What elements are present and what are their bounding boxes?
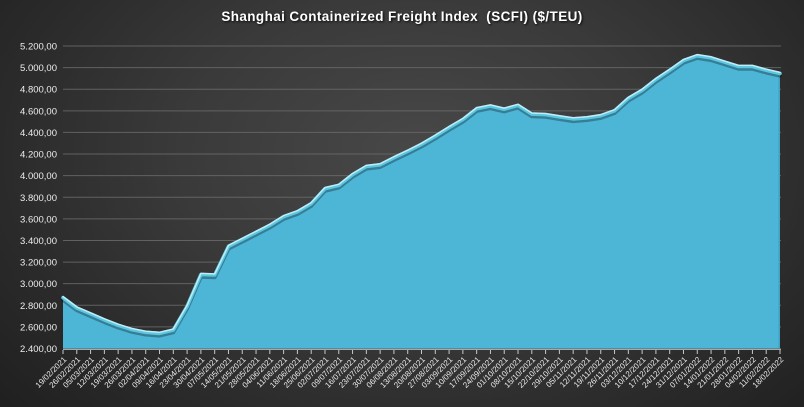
y-axis-tick-label: 3.600,00 — [20, 214, 57, 225]
y-axis-tick-label: 3.000,00 — [20, 279, 57, 290]
y-axis-tick-label: 5.000,00 — [20, 63, 57, 74]
y-axis-tick-label: 2.400,00 — [20, 344, 57, 355]
y-axis-tick-label: 4.200,00 — [20, 150, 57, 161]
area-series — [61, 53, 782, 349]
y-axis-tick-label: 2.600,00 — [20, 322, 57, 333]
y-axis-tick-label: 4.600,00 — [20, 106, 57, 117]
chart-title: Shanghai Containerized Freight Index (SC… — [221, 9, 583, 24]
y-axis-tick-label: 3.400,00 — [20, 236, 57, 247]
x-axis-labels: 19/02/202126/02/202105/03/202112/03/2021… — [34, 355, 786, 390]
area-fill — [63, 55, 780, 349]
y-axis-tick-label: 4.400,00 — [20, 128, 57, 139]
y-axis-tick-label: 4.000,00 — [20, 171, 57, 182]
y-axis-tick-label: 2.800,00 — [20, 301, 57, 312]
y-axis-tick-label: 5.200,00 — [20, 42, 57, 53]
y-axis-tick-label: 4.800,00 — [20, 85, 57, 96]
y-axis-labels: 2.400,00 2.600,00 2.800,00 3.000,00 3.200,00… — [20, 42, 57, 356]
y-axis-tick-label: 3.200,00 — [20, 258, 57, 269]
series-line-highlight — [62, 53, 781, 334]
y-axis-tick-label: 3.800,00 — [20, 193, 57, 204]
x-axis — [62, 349, 781, 354]
